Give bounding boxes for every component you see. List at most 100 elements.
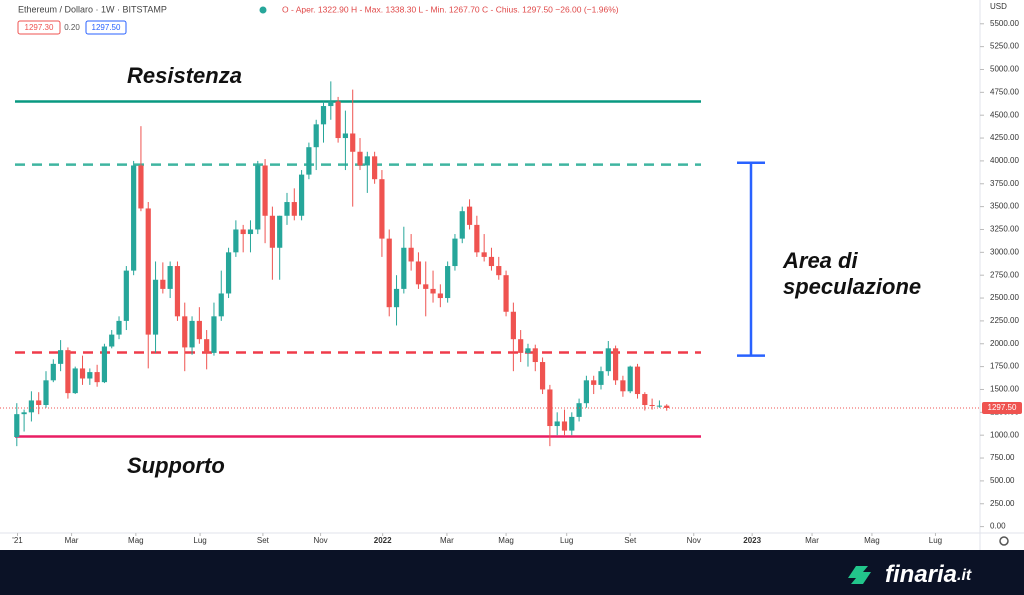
box-text: 1297.30 (25, 23, 54, 32)
y-tick-label: 4000.00 (990, 156, 1019, 165)
status-dot (259, 6, 267, 14)
y-tick-label: 3250.00 (990, 225, 1019, 234)
x-tick-label: Mar (805, 536, 819, 545)
candle-body (211, 316, 217, 353)
candle-body (65, 350, 71, 394)
candle-body (87, 372, 93, 379)
y-tick-label: 1000.00 (990, 430, 1019, 439)
y-tick-label: 5250.00 (990, 42, 1019, 51)
candle-body (72, 368, 78, 394)
x-tick-label: Lug (193, 536, 206, 545)
candle-body (423, 284, 429, 289)
candle-body (656, 405, 663, 407)
candle-body (262, 165, 268, 216)
box (17, 20, 61, 35)
y-tick-label: 750.00 (990, 453, 1015, 462)
last-price-label: 1297.50 (988, 403, 1017, 412)
candle-body (101, 346, 108, 383)
y-tick-label: 2750.00 (990, 270, 1019, 279)
candle-body (642, 394, 648, 406)
candle-body (481, 252, 487, 257)
candle-body (167, 266, 173, 289)
candle-body (591, 380, 597, 385)
candle-body (58, 350, 64, 364)
candle-body (510, 311, 516, 340)
candle-body (160, 279, 166, 289)
candle-body (145, 208, 151, 335)
candle-body (196, 320, 202, 340)
x-tick-label: 2022 (374, 536, 392, 545)
candle-body (379, 179, 385, 239)
candle-body (109, 334, 115, 347)
candle-body (554, 421, 560, 427)
y-tick-label: 1500.00 (990, 385, 1019, 394)
candle-body (320, 106, 327, 125)
candle-body (576, 403, 582, 417)
symbol: Ethereum / Dollaro · 1W · BITSTAMP (18, 4, 167, 14)
candle-body (613, 348, 619, 381)
candle-body (393, 288, 400, 308)
candle-body (138, 165, 144, 209)
candle-body (284, 202, 290, 216)
y-tick-label: 3500.00 (990, 202, 1019, 211)
candle-body (539, 362, 546, 390)
candle-body (43, 380, 49, 406)
candle-body (525, 348, 531, 353)
candle-body (131, 165, 137, 271)
candle-body (36, 400, 42, 406)
candle-body (269, 215, 275, 248)
candle-body (123, 270, 129, 321)
y-tick-label: 4250.00 (990, 133, 1019, 142)
candle-body (152, 279, 159, 335)
settings-icon[interactable] (999, 536, 1009, 546)
candle-body (218, 293, 224, 317)
currency: USD (990, 2, 1007, 11)
candle-body (430, 288, 436, 294)
y-tick-label: 500.00 (990, 476, 1015, 485)
candle-body (255, 165, 261, 230)
candle-body (532, 348, 538, 363)
x-tick-label: Set (257, 536, 270, 545)
y-tick-label: 250.00 (990, 499, 1015, 508)
x-tick-label: '21 (12, 536, 23, 545)
candle-body (298, 174, 305, 216)
candle-body (291, 202, 297, 216)
candle-body (357, 151, 363, 166)
candle-body (233, 229, 239, 253)
candle-body (350, 133, 356, 152)
x-tick-label: Lug (560, 536, 573, 545)
annotation: Area di (782, 248, 858, 273)
last-price-tag (982, 401, 1022, 414)
candle-body (605, 348, 611, 372)
y-tick-label: 3000.00 (990, 247, 1019, 256)
candle-body (28, 400, 35, 413)
y-tick-label: 4500.00 (990, 110, 1019, 119)
candle-body (116, 320, 122, 335)
candle-body (225, 252, 232, 294)
x-tick-label: Mag (498, 536, 514, 545)
candle-body (474, 224, 480, 253)
box (85, 20, 127, 35)
brand-tld: .it (957, 567, 972, 584)
x-tick-label: Lug (929, 536, 942, 545)
candle-body (488, 256, 495, 267)
y-tick-label: 4750.00 (990, 87, 1019, 96)
candle-body (386, 238, 392, 308)
x-tick-label: Mar (65, 536, 79, 545)
candle-body (372, 156, 378, 180)
candle-body (496, 266, 502, 276)
box-text: 1297.50 (92, 23, 121, 32)
x-tick-label: Mag (128, 536, 144, 545)
candle-body (452, 238, 458, 267)
candle-body (342, 133, 349, 139)
candle-body (466, 206, 473, 225)
candle-body (561, 421, 568, 431)
candle-body (21, 412, 27, 415)
candle-body (408, 247, 414, 262)
candle-body (50, 363, 56, 381)
ohlc-text: O - Aper. 1322.90 H - Max. 1338.30 L - M… (282, 4, 619, 14)
candle-body (189, 320, 195, 348)
candle-body (437, 293, 443, 299)
candle-body (583, 380, 589, 404)
candle-body (415, 261, 422, 285)
